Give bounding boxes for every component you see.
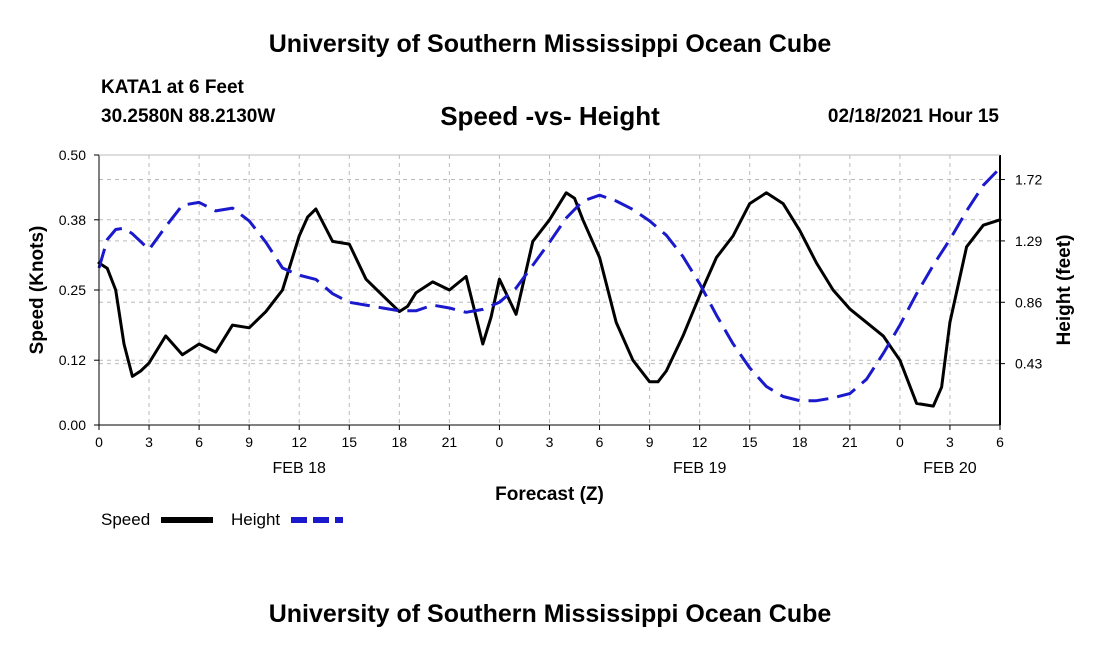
- x-axis-title: Forecast (Z): [495, 484, 604, 505]
- y-tick-label: 0.25: [59, 282, 86, 298]
- date-label: FEB 19: [673, 460, 726, 477]
- legend-label-speed: Speed: [101, 510, 150, 529]
- page-title: University of Southern Mississippi Ocean…: [268, 30, 832, 58]
- x-tick-label: 3: [546, 434, 554, 450]
- x-tick-label: 3: [145, 434, 153, 450]
- date-label: FEB 20: [923, 460, 976, 477]
- x-tick-label: 6: [596, 434, 604, 450]
- x-tick-label: 9: [245, 434, 253, 450]
- x-tick-label: 15: [742, 434, 758, 450]
- x-tick-label: 12: [291, 434, 307, 450]
- x-tick-label: 9: [646, 434, 654, 450]
- x-tick-label: 12: [692, 434, 708, 450]
- x-tick-label: 0: [496, 434, 504, 450]
- y2-axis-title: Height (feet): [1054, 235, 1075, 346]
- x-tick-label: 18: [792, 434, 808, 450]
- y2-tick-label: 1.29: [1015, 233, 1042, 249]
- y-tick-label: 0.00: [59, 417, 86, 433]
- x-tick-label: 18: [392, 434, 408, 450]
- y2-tick-label: 1.72: [1015, 172, 1042, 188]
- x-tick-label: 0: [95, 434, 103, 450]
- x-tick-label: 6: [195, 434, 203, 450]
- x-tick-label: 21: [442, 434, 458, 450]
- x-tick-label: 15: [341, 434, 357, 450]
- x-tick-label: 3: [946, 434, 954, 450]
- y-axis-title: Speed (Knots): [27, 226, 48, 355]
- legend-label-height: Height: [231, 510, 280, 529]
- footer-title: University of Southern Mississippi Ocean…: [268, 600, 832, 628]
- station-coordinates: 30.2580N 88.2130W: [101, 106, 276, 127]
- y-tick-label: 0.38: [59, 212, 86, 228]
- y-tick-label: 0.50: [59, 147, 86, 163]
- y-tick-label: 0.12: [59, 352, 86, 368]
- x-tick-label: 21: [842, 434, 858, 450]
- y2-tick-label: 0.43: [1015, 356, 1042, 372]
- date-label: FEB 18: [273, 460, 326, 477]
- chart-title: Speed -vs- Height: [440, 101, 660, 131]
- x-tick-label: 0: [896, 434, 904, 450]
- y2-tick-label: 0.86: [1015, 294, 1042, 310]
- x-tick-label: 6: [996, 434, 1004, 450]
- valid-time: 02/18/2021 Hour 15: [827, 106, 999, 127]
- height-series-line: [97, 167, 1002, 403]
- station-name: KATA1 at 6 Feet: [101, 77, 244, 98]
